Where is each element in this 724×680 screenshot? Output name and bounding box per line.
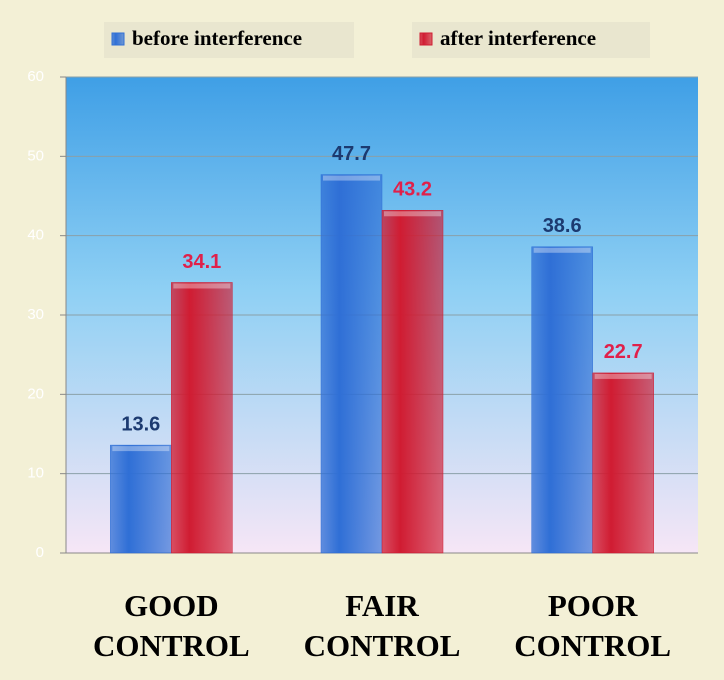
y-tick-label: 20	[27, 385, 44, 402]
y-tick-label: 50	[27, 147, 44, 164]
y-tick-label: 0	[36, 544, 44, 561]
value-label: 47.7	[332, 143, 371, 165]
value-label: 13.6	[121, 413, 160, 435]
bar	[171, 282, 233, 554]
x-tick-label: POOR CONTROL	[514, 588, 672, 663]
legend-background	[104, 22, 354, 58]
legend-label: after interference	[440, 26, 596, 50]
bar-highlight	[112, 446, 170, 452]
value-label: 43.2	[393, 179, 432, 201]
bar	[592, 372, 654, 554]
bar	[320, 174, 383, 554]
legend-background	[412, 22, 650, 58]
bar	[110, 444, 172, 554]
bar-highlight	[594, 373, 652, 379]
bar	[531, 246, 593, 554]
bar	[381, 210, 444, 554]
bar-highlight	[384, 211, 441, 217]
value-label: 34.1	[182, 251, 221, 273]
y-tick-label: 10	[27, 465, 44, 482]
bar-highlight	[533, 247, 591, 253]
legend-swatch	[419, 32, 433, 46]
bar-highlight	[173, 283, 231, 289]
bar-highlight	[323, 175, 380, 181]
legend-swatch	[111, 32, 125, 46]
x-tick-label: FAIR CONTROL	[303, 588, 461, 663]
x-tick-label: GOOD CONTROL	[92, 588, 250, 663]
y-tick-label: 30	[27, 306, 44, 323]
value-label: 38.6	[543, 215, 582, 237]
y-tick-label: 40	[27, 227, 44, 244]
legend-label: before interference	[132, 26, 302, 50]
value-label: 22.7	[604, 341, 643, 363]
y-tick-label: 60	[27, 68, 44, 85]
